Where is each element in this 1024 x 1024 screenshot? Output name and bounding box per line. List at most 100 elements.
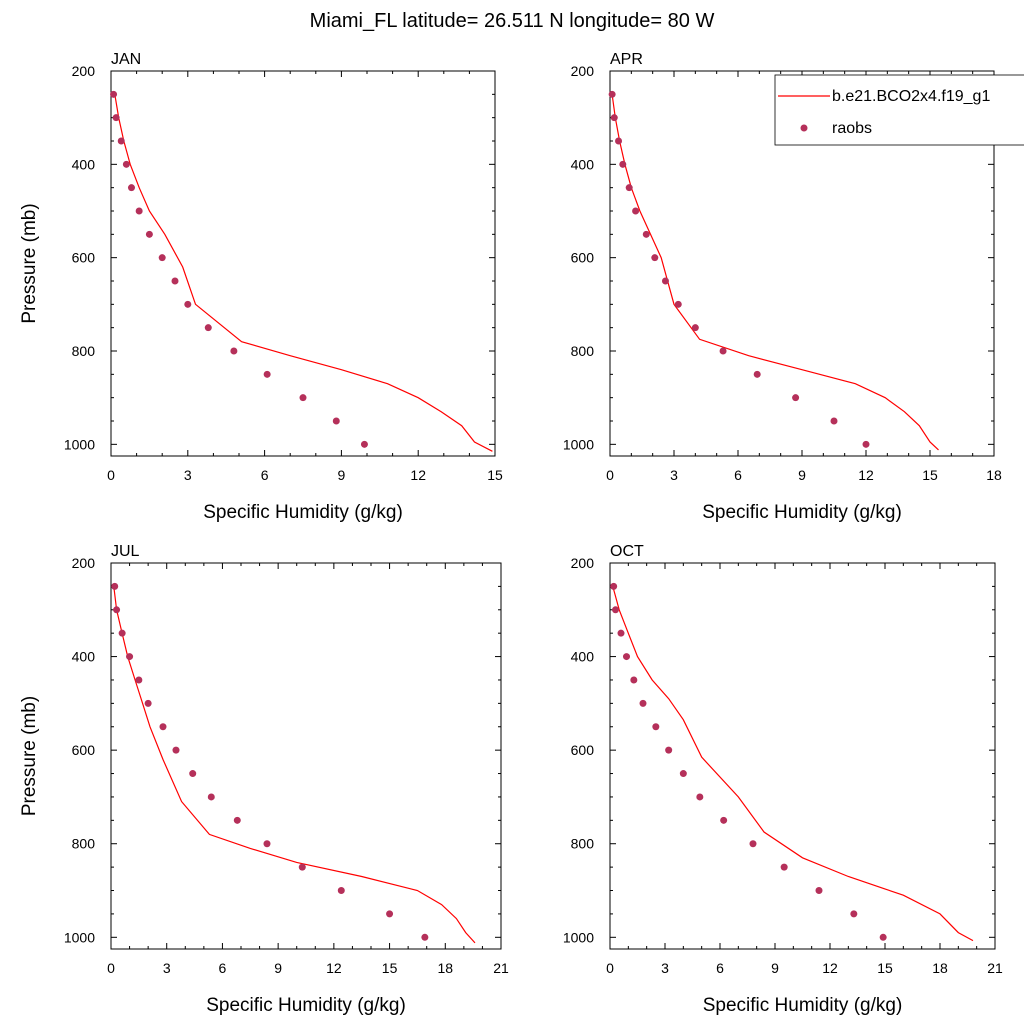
raobs-point xyxy=(720,816,728,824)
x-tick-label: 18 xyxy=(437,960,453,976)
raobs-point xyxy=(642,230,650,238)
raobs-point xyxy=(674,300,682,308)
x-tick-label: 3 xyxy=(184,467,192,483)
raobs-point xyxy=(207,793,215,801)
x-tick-label: 12 xyxy=(822,960,838,976)
y-tick-label: 400 xyxy=(571,156,595,172)
y-tick-label: 1000 xyxy=(563,436,594,452)
raobs-point xyxy=(145,230,153,238)
raobs-point xyxy=(630,676,638,684)
raobs-point xyxy=(862,440,870,448)
y-tick-label: 400 xyxy=(72,156,96,172)
raobs-point xyxy=(127,184,135,192)
y-tick-label: 1000 xyxy=(64,929,95,945)
raobs-point xyxy=(651,254,659,262)
raobs-point xyxy=(118,629,126,637)
raobs-point xyxy=(299,394,307,402)
x-tick-label: 12 xyxy=(326,960,342,976)
panel-oct: OCT 0 3 6 9 12 15 18 21 200 400 600 800 1000 Specific … xyxy=(563,543,1003,1016)
x-tick-label: 0 xyxy=(606,960,614,976)
raobs-point xyxy=(298,863,306,871)
x-tick-label: 9 xyxy=(338,467,346,483)
raobs-point xyxy=(749,840,757,848)
raobs-point xyxy=(610,114,618,122)
x-tick-label: 21 xyxy=(987,960,1003,976)
y-tick-label: 200 xyxy=(571,63,595,79)
x-tick-label: 9 xyxy=(274,960,282,976)
raobs-point xyxy=(632,207,640,215)
x-tick-label: 6 xyxy=(261,467,269,483)
raobs-point xyxy=(421,933,429,941)
raobs-point xyxy=(204,324,212,332)
x-tick-label: 6 xyxy=(716,960,724,976)
raobs-point xyxy=(263,370,271,378)
raobs-point xyxy=(122,160,130,168)
y-tick-label: 200 xyxy=(72,555,96,571)
legend-box xyxy=(774,74,1024,146)
y-tick-label: 1000 xyxy=(563,929,594,945)
raobs-point xyxy=(619,160,627,168)
legend: b.e21.BCO2x4.f19_g1 raobs xyxy=(774,74,1024,146)
raobs-point xyxy=(144,699,152,707)
panel-jan: JAN 0 3 6 9 12 15 200 400 600 800 1000 Specific Humi… xyxy=(19,51,503,523)
raobs-point xyxy=(135,676,143,684)
panel-apr: APR 0 3 6 9 12 15 18 200 400 600 800 1000 Specific Hu… xyxy=(563,51,1002,523)
figure-title: Miami_FL latitude= 26.511 N longitude= 8… xyxy=(310,10,715,32)
plot-frame xyxy=(110,562,502,950)
panel-label: JAN xyxy=(111,51,141,68)
x-tick-label: 15 xyxy=(877,960,893,976)
x-axis-title: Specific Humidity (g/kg) xyxy=(206,995,406,1016)
raobs-point xyxy=(113,606,121,614)
raobs-point xyxy=(753,370,761,378)
y-tick-label: 1000 xyxy=(64,436,95,452)
model-series-line xyxy=(611,94,939,451)
raobs-point xyxy=(189,770,197,778)
y-tick-label: 600 xyxy=(571,250,595,266)
y-tick-label: 200 xyxy=(72,63,96,79)
x-tick-label: 3 xyxy=(661,960,669,976)
legend-obs-label: raobs xyxy=(832,120,872,137)
raobs-point xyxy=(665,746,673,754)
y-tick-label: 800 xyxy=(571,343,595,359)
x-tick-label: 0 xyxy=(107,960,115,976)
raobs-point xyxy=(610,582,618,590)
panel-label: OCT xyxy=(610,543,644,560)
raobs-point xyxy=(696,793,704,801)
y-tick-label: 400 xyxy=(571,649,595,665)
y-tick-label: 600 xyxy=(72,742,96,758)
raobs-point xyxy=(111,582,119,590)
raobs-point xyxy=(661,277,669,285)
raobs-point xyxy=(879,933,887,941)
legend-obs-marker-swatch xyxy=(800,124,808,132)
y-tick-label: 800 xyxy=(72,836,96,852)
raobs-point xyxy=(158,254,166,262)
raobs-point xyxy=(360,440,368,448)
x-tick-label: 12 xyxy=(858,467,874,483)
y-tick-label: 200 xyxy=(571,555,595,571)
y-tick-label: 600 xyxy=(72,250,96,266)
x-tick-label: 0 xyxy=(107,467,115,483)
raobs-point xyxy=(184,300,192,308)
x-tick-label: 12 xyxy=(410,467,426,483)
raobs-point xyxy=(171,277,179,285)
x-tick-label: 3 xyxy=(670,467,678,483)
raobs-point xyxy=(159,723,167,731)
x-axis-title: Specific Humidity (g/kg) xyxy=(702,502,902,523)
x-axis-title: Specific Humidity (g/kg) xyxy=(703,995,903,1016)
raobs-point xyxy=(172,746,180,754)
raobs-point xyxy=(850,910,858,918)
raobs-point xyxy=(719,347,727,355)
panel-label: JUL xyxy=(111,543,140,560)
raobs-point xyxy=(639,699,647,707)
raobs-point xyxy=(780,863,788,871)
raobs-point xyxy=(612,606,619,614)
y-tick-label: 600 xyxy=(571,742,595,758)
legend-model-label: b.e21.BCO2x4.f19_g1 xyxy=(832,88,990,105)
raobs-point xyxy=(691,324,699,332)
panel-jul: JUL 0 3 6 9 12 15 18 21 200 400 600 800 1000 Specific … xyxy=(19,543,509,1016)
plot-frame xyxy=(110,70,496,457)
panel-label: APR xyxy=(610,51,643,68)
x-tick-label: 6 xyxy=(734,467,742,483)
